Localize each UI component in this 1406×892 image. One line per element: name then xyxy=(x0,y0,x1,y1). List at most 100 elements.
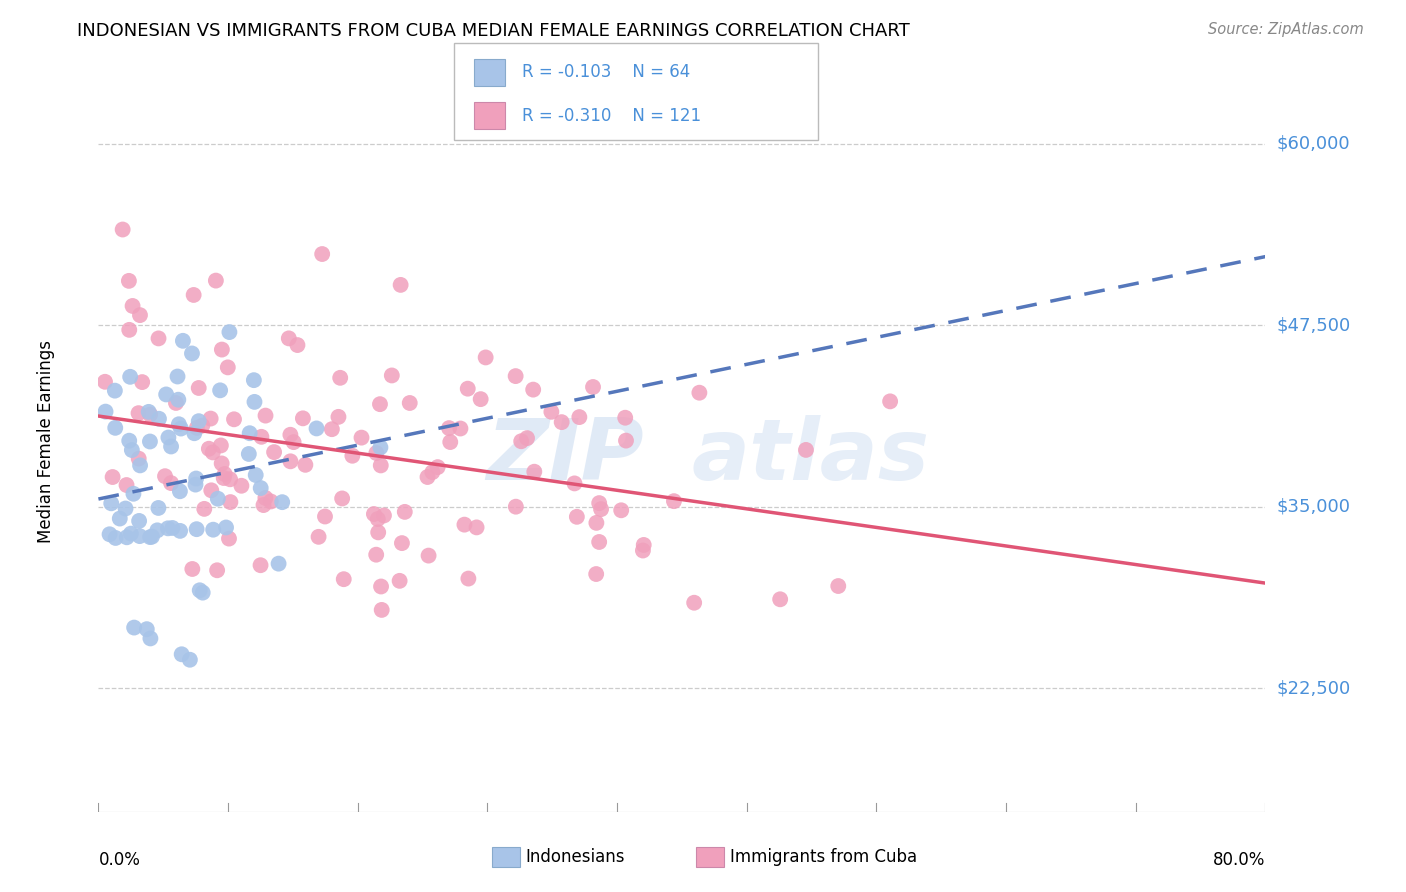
Point xyxy=(280,427,302,442)
Point xyxy=(688,385,710,400)
Point xyxy=(121,299,143,313)
Point xyxy=(370,458,392,473)
Text: INDONESIAN VS IMMIGRANTS FROM CUBA MEDIAN FEMALE EARNINGS CORRELATION CHART: INDONESIAN VS IMMIGRANTS FROM CUBA MEDIA… xyxy=(77,22,910,40)
Point xyxy=(214,467,236,481)
Point xyxy=(104,384,127,398)
Point xyxy=(388,574,411,588)
Point xyxy=(426,460,449,475)
Point xyxy=(516,431,538,445)
Point xyxy=(104,421,127,435)
Point xyxy=(633,538,655,552)
Point xyxy=(211,457,233,471)
Point xyxy=(631,543,654,558)
Point xyxy=(205,274,228,288)
Point xyxy=(148,331,170,345)
Point xyxy=(191,418,214,433)
Point xyxy=(368,397,391,411)
Point xyxy=(588,535,610,549)
Point xyxy=(170,421,193,435)
Point xyxy=(167,417,190,432)
Point xyxy=(219,472,242,486)
Point xyxy=(277,331,299,345)
Point xyxy=(172,334,194,348)
Point xyxy=(769,592,792,607)
Point xyxy=(181,346,204,360)
Point xyxy=(267,557,290,571)
Point xyxy=(422,465,444,479)
Point xyxy=(391,536,413,550)
Point xyxy=(305,421,328,435)
Point xyxy=(249,481,271,495)
Point xyxy=(184,471,207,485)
Point xyxy=(381,368,404,383)
Point xyxy=(139,530,162,544)
Point xyxy=(245,468,267,483)
Point xyxy=(188,583,211,598)
Point xyxy=(201,445,224,459)
Point xyxy=(191,585,214,599)
Point xyxy=(239,426,262,441)
Point xyxy=(254,409,277,423)
Point xyxy=(118,434,141,448)
Point xyxy=(138,405,160,419)
Point xyxy=(118,274,141,288)
Point xyxy=(523,465,546,479)
Point xyxy=(215,520,238,534)
Point xyxy=(363,507,385,521)
Point xyxy=(128,451,150,466)
Point xyxy=(321,422,343,436)
Point xyxy=(522,383,544,397)
Point xyxy=(662,494,685,508)
Point xyxy=(416,470,439,484)
Point xyxy=(186,421,208,435)
Point xyxy=(101,470,124,484)
Point xyxy=(115,530,138,544)
Point xyxy=(588,496,610,510)
Text: R = -0.310    N = 121: R = -0.310 N = 121 xyxy=(522,106,700,125)
Text: $22,500: $22,500 xyxy=(1277,680,1351,698)
Point xyxy=(181,562,204,576)
Text: Immigrants from Cuba: Immigrants from Cuba xyxy=(730,848,917,866)
Point xyxy=(280,454,302,468)
Point xyxy=(100,496,122,510)
Point xyxy=(131,375,153,389)
Text: Median Female Earnings: Median Female Earnings xyxy=(37,340,55,543)
Point xyxy=(243,373,266,387)
Point xyxy=(332,572,354,586)
Point xyxy=(794,442,817,457)
Point xyxy=(283,435,305,450)
Text: ZIP: ZIP xyxy=(486,415,644,498)
Point xyxy=(260,494,283,508)
Point xyxy=(449,421,471,435)
Point xyxy=(252,498,274,512)
Point xyxy=(169,524,191,538)
Point xyxy=(160,440,183,454)
Point xyxy=(187,414,209,428)
Point xyxy=(148,500,170,515)
Point xyxy=(218,532,240,546)
Point xyxy=(439,435,461,450)
Point xyxy=(254,491,277,505)
Point xyxy=(167,392,190,407)
Point xyxy=(614,410,637,425)
Point xyxy=(582,380,605,394)
Point xyxy=(129,308,152,322)
Point xyxy=(94,375,117,389)
Point xyxy=(202,523,225,537)
Point xyxy=(394,505,416,519)
Point xyxy=(205,563,228,577)
Point xyxy=(328,409,350,424)
Point xyxy=(104,531,127,545)
Point xyxy=(827,579,849,593)
Point xyxy=(585,516,607,530)
Point xyxy=(198,442,221,456)
Text: $60,000: $60,000 xyxy=(1277,135,1350,153)
Point xyxy=(170,647,193,661)
Point xyxy=(135,622,157,636)
Point xyxy=(128,514,150,528)
Point xyxy=(129,458,152,473)
Point xyxy=(457,572,479,586)
Point xyxy=(591,502,613,516)
Point xyxy=(193,501,215,516)
Point xyxy=(350,431,373,445)
